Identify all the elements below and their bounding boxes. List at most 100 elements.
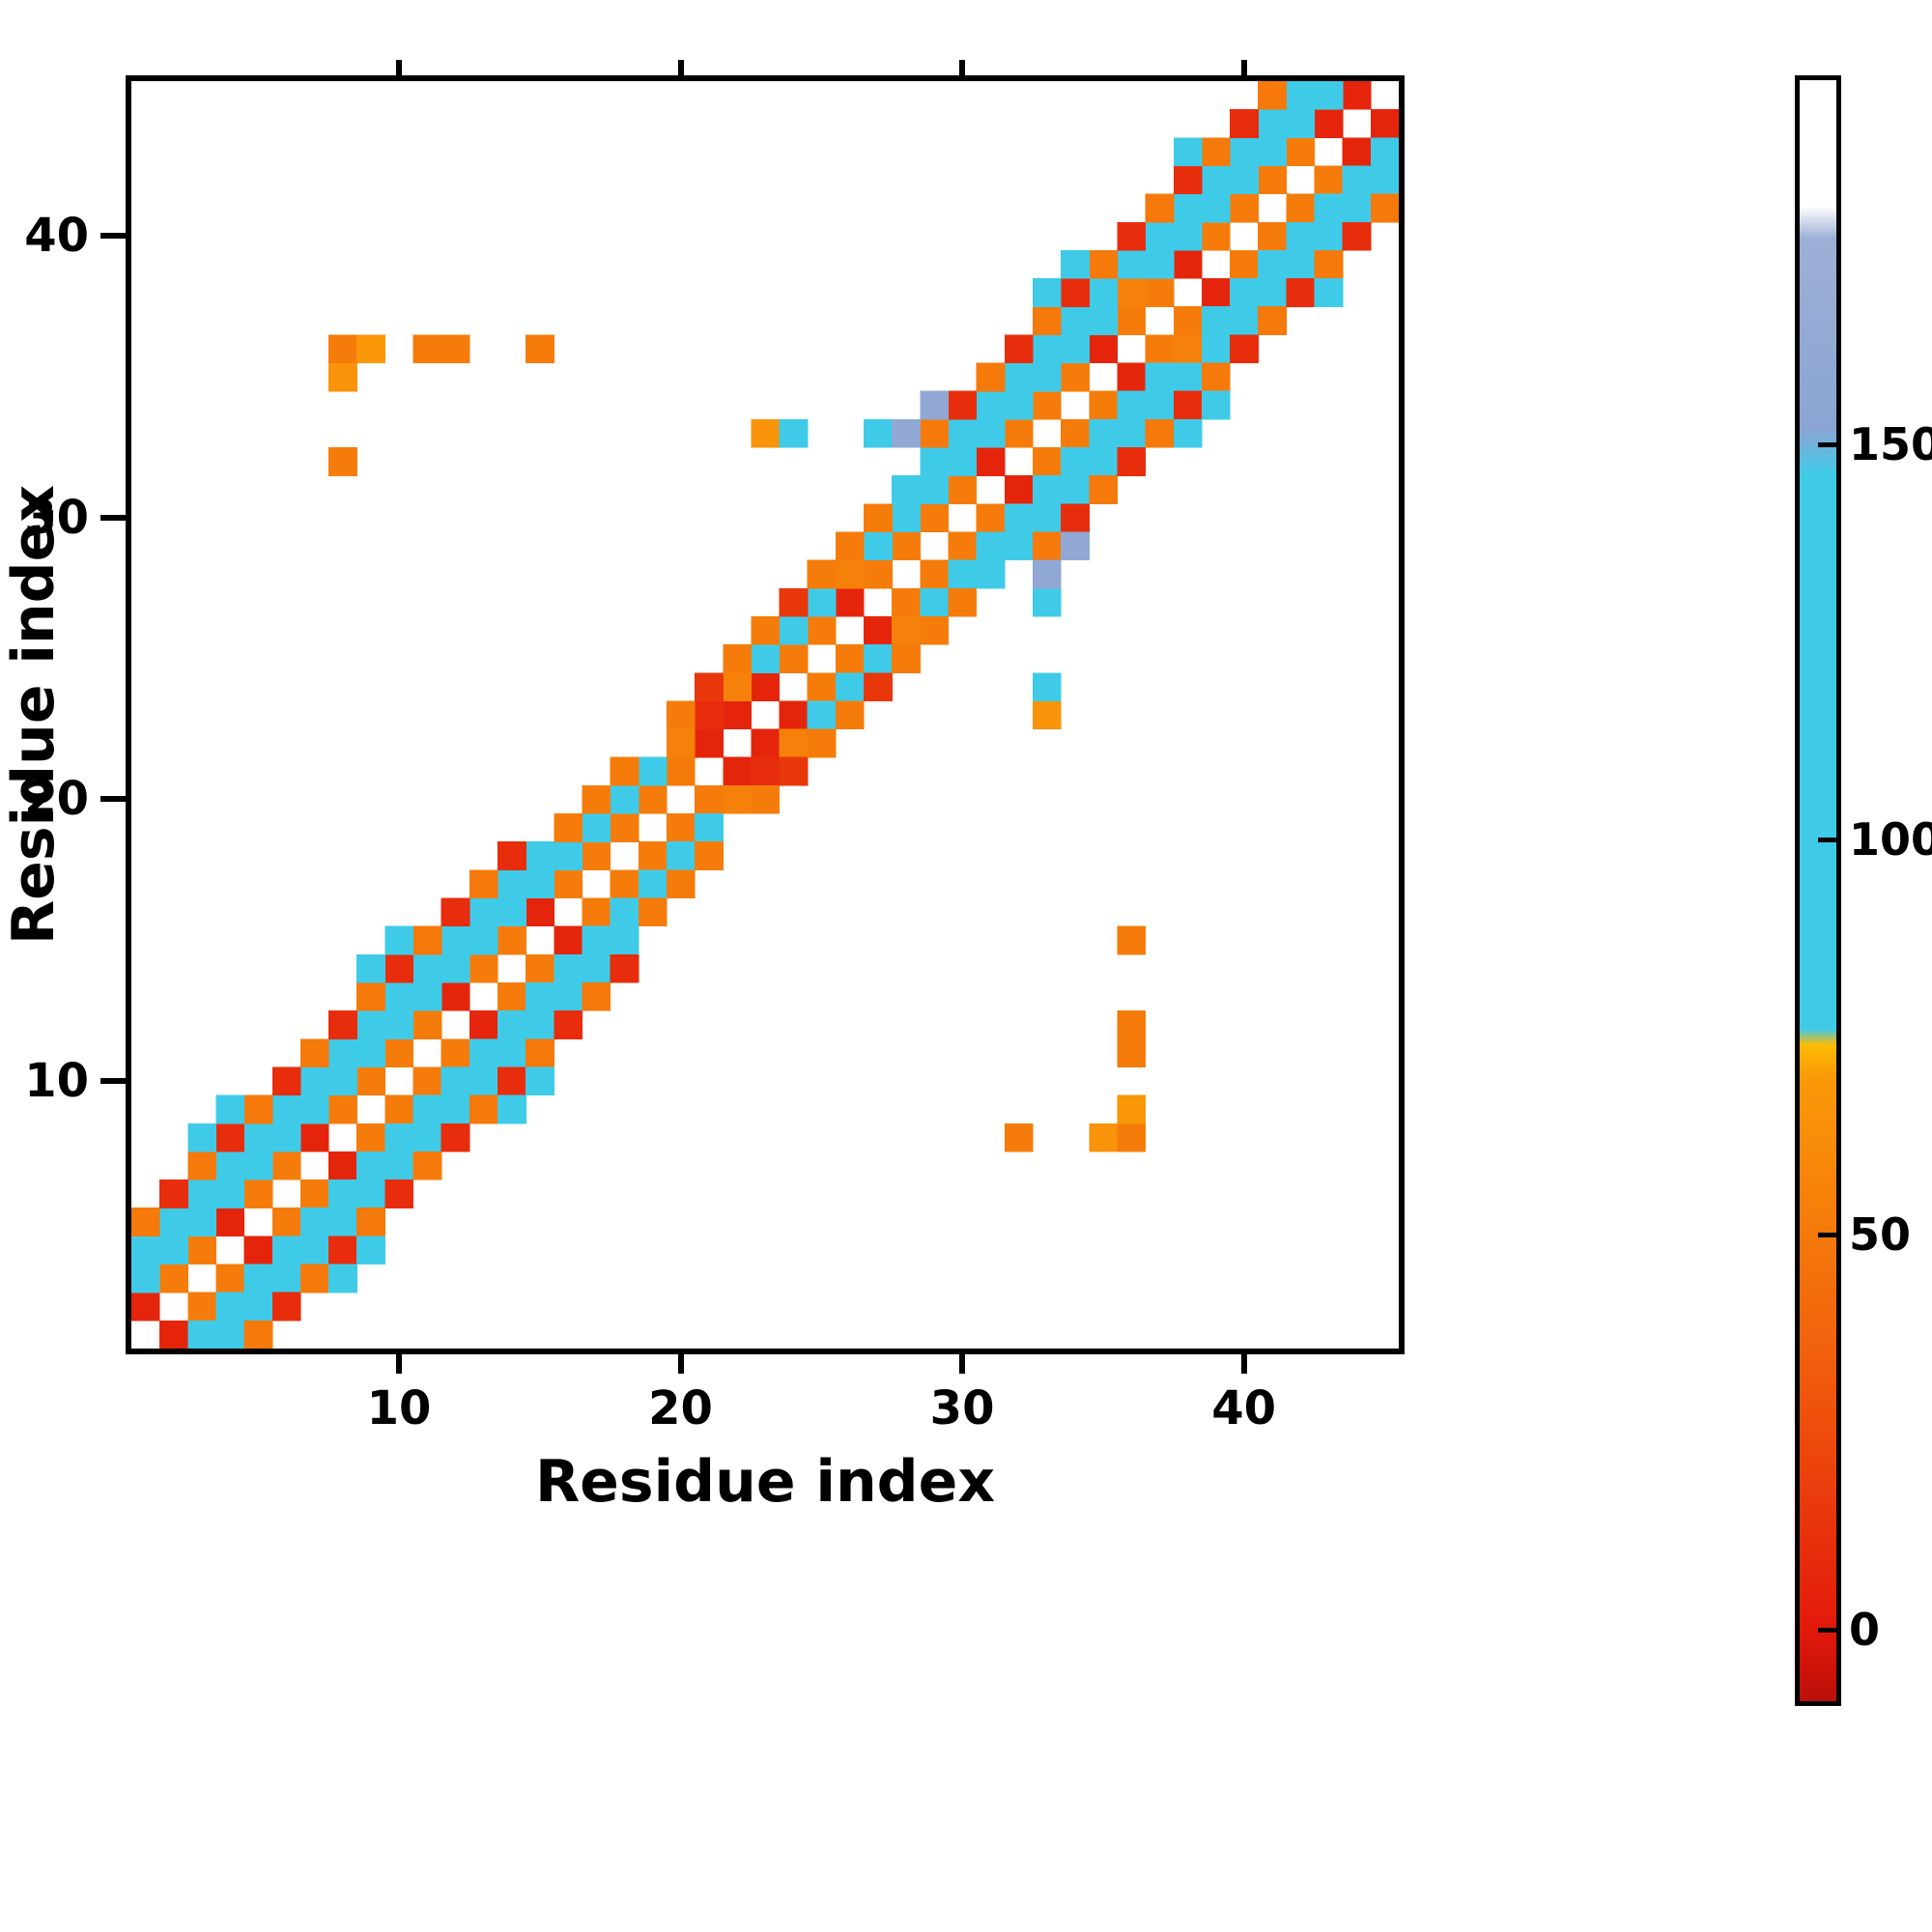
heatmap-cell [1145,193,1175,223]
heatmap-cell [920,587,950,617]
heatmap-cell [328,1038,357,1068]
heatmap-cell [666,700,696,730]
heatmap-cell [1314,221,1344,251]
heatmap-cell [1061,249,1090,279]
heatmap-cell [1201,334,1231,364]
heatmap-cell [976,447,1006,476]
x-tick-label: 40 [1211,1381,1277,1435]
heatmap-cell [751,615,781,645]
heatmap-cell [1061,531,1090,561]
heatmap-cell [920,390,950,420]
heatmap-cell [695,841,724,870]
heatmap-cell [610,869,639,899]
heatmap-cell [1286,109,1316,138]
heatmap-cell [328,1151,357,1180]
heatmap-cell [328,1236,357,1265]
heatmap-cell [1032,587,1062,617]
heatmap-cell [864,672,893,702]
heatmap-cell [892,644,921,673]
heatmap-cell [412,1094,442,1124]
heatmap-cell [243,1122,273,1152]
heatmap-cell [1342,137,1372,167]
heatmap-cell [412,953,442,983]
heatmap-cell [920,503,950,533]
heatmap-cell [271,1094,301,1124]
heatmap-cell [159,1208,188,1236]
x-tick-mark-top [395,60,402,75]
heatmap-cell [892,418,921,448]
heatmap-cell [835,531,865,561]
x-tick-mark [1240,1349,1247,1374]
heatmap-cell [1342,193,1372,223]
heatmap-cell [526,1010,554,1039]
heatmap-cell [1370,109,1399,138]
heatmap-cell [1173,306,1203,335]
heatmap-cell [384,1179,414,1208]
heatmap-cell [440,897,470,927]
heatmap-cell [497,1038,526,1068]
heatmap-cell [1032,334,1062,364]
heatmap-cell [215,1179,245,1208]
heatmap-cell [1258,81,1287,110]
heatmap-cell [835,587,865,617]
heatmap-cell [1032,306,1062,335]
heatmap-cell [187,1151,217,1180]
y-tick-label: 30 [24,490,89,545]
colorbar-tick-mark [1818,837,1839,842]
heatmap-cell [299,1264,329,1293]
heatmap-cell [807,700,837,730]
heatmap-cell [1032,447,1062,476]
heatmap-cell [1173,418,1203,448]
heatmap-cell [215,1151,245,1180]
heatmap-cell [271,1292,301,1321]
heatmap-cell [610,897,639,927]
heatmap-cell [1286,278,1316,307]
heatmap-cell [1314,165,1344,195]
heatmap-cell [582,841,611,870]
heatmap-cell [384,1122,414,1152]
heatmap-cell [1258,165,1287,195]
heatmap-cell [723,756,753,786]
heatmap-cell [159,1179,188,1208]
heatmap-cell [384,925,414,955]
colorbar-tick-mark [1818,1628,1839,1634]
heatmap-cell [1061,362,1090,392]
heatmap-cell [554,1010,583,1039]
heatmap-cell [1201,137,1231,167]
heatmap-cell [356,1179,385,1208]
heatmap-cell [497,1066,526,1096]
heatmap-cell [1201,306,1231,335]
heatmap-cell [1201,193,1231,223]
heatmap-cell [779,756,809,786]
heatmap-cell [356,1208,385,1236]
heatmap-cell [948,475,978,504]
heatmap-cell [131,1208,160,1236]
heatmap-cell [440,334,470,364]
heatmap-cell [215,1208,245,1236]
heatmap-cell [582,813,611,842]
heatmap-cell [243,1320,273,1349]
heatmap-cell [751,728,781,758]
heatmap-cell [1032,700,1062,730]
heatmap-cell [440,953,470,983]
colorbar-gradient [1800,80,1836,1701]
heatmap-cell [299,1236,329,1265]
heatmap-cell [497,897,526,927]
heatmap-cell [1117,1122,1147,1152]
x-tick-mark-top [1240,60,1247,75]
heatmap-cell [1032,362,1062,392]
heatmap-cell [695,813,724,842]
heatmap-cell [1286,249,1316,279]
heatmap-cell [1004,390,1034,420]
heatmap-cell [1117,1010,1147,1039]
heatmap-cell [187,1320,217,1349]
colorbar-tick-mark [1818,441,1839,447]
heatmap-cell [469,869,498,899]
heatmap-cell [526,869,554,899]
heatmap-cell [638,841,668,870]
heatmap-cell [1032,475,1062,504]
x-tick-mark [677,1349,684,1374]
heatmap-cell [384,953,414,983]
heatmap-cell [328,362,357,392]
heatmap-cell [1061,475,1090,504]
